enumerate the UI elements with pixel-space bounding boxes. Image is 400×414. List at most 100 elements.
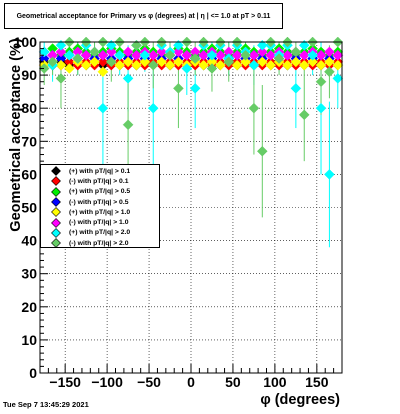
legend-marker-icon	[43, 166, 69, 177]
footer-timestamp: Tue Sep 7 13:45:29 2021	[3, 400, 89, 409]
data-point	[256, 39, 268, 51]
tick-labels: 0 10 20 30 40 50 60 70 80 90 100 −150 −100 −50 0 50 100 1…	[14, 34, 329, 390]
data-point	[114, 49, 126, 61]
data-point	[290, 82, 302, 94]
legend-marker-icon	[43, 238, 69, 249]
data-point	[223, 56, 235, 68]
y-tick-label: 50	[21, 200, 37, 216]
data-point	[265, 49, 277, 61]
data-point	[215, 49, 226, 61]
data-point	[256, 145, 268, 157]
legend-marker-icon	[43, 227, 69, 238]
legend-marker-icon	[43, 176, 69, 187]
data-point	[173, 56, 184, 68]
data-point	[131, 49, 142, 61]
y-tick-label: 40	[21, 233, 37, 249]
data-point	[89, 56, 100, 68]
data-point	[97, 49, 109, 61]
legend-marker-icon	[43, 217, 69, 228]
data-point	[315, 59, 327, 71]
y-tick-label: 70	[21, 133, 37, 149]
legend-entry: (+) with pT/|q| > 0.5	[43, 186, 159, 197]
data-point	[315, 76, 327, 88]
data-point	[139, 49, 151, 61]
data-point	[122, 119, 134, 131]
data-point	[147, 102, 159, 114]
data-point	[198, 49, 209, 61]
data-point	[282, 49, 293, 61]
x-tick-label: −150	[49, 374, 81, 390]
data-point	[164, 59, 176, 71]
legend-entry: (+) with pT/|q| > 2.0	[43, 227, 159, 238]
data-point	[198, 59, 209, 71]
y-tick-label: 0	[29, 365, 37, 381]
data-point	[231, 59, 243, 71]
data-markers	[38, 36, 344, 180]
data-point	[122, 56, 134, 68]
data-point	[156, 56, 167, 68]
chart-title-text: Geometrical acceptance for Primary vs φ …	[16, 12, 271, 20]
data-point	[55, 39, 67, 51]
legend-marker-icon	[43, 207, 69, 218]
legend-entry: (-) with pT/|q| > 0.5	[43, 197, 159, 207]
data-point	[231, 49, 243, 61]
data-point	[64, 49, 75, 61]
data-point	[324, 46, 335, 58]
data-point	[282, 59, 293, 71]
data-point	[97, 66, 109, 78]
data-point	[122, 46, 134, 58]
data-point	[147, 59, 159, 71]
data-point	[72, 53, 84, 64]
data-point	[64, 63, 75, 74]
data-point	[273, 53, 285, 64]
data-point	[122, 73, 134, 84]
data-point	[298, 109, 310, 121]
legend-entry: (+) with pT/|q| > 1.0	[43, 207, 159, 218]
data-point	[164, 49, 176, 61]
data-point	[97, 102, 109, 114]
legend: (+) with pT/|q| > 0.1 (-) with pT/|q| > 0…	[40, 164, 160, 249]
legend-label: (+) with pT/|q| > 0.5	[69, 188, 131, 196]
data-point	[80, 59, 92, 71]
y-tick-label: 60	[21, 166, 37, 182]
data-point	[55, 59, 67, 71]
data-point	[89, 46, 100, 58]
legend-entry: (-) with pT/|q| > 2.0	[43, 238, 159, 249]
data-point	[189, 82, 201, 94]
data-point	[80, 49, 92, 61]
data-point	[173, 39, 184, 51]
data-point	[298, 49, 310, 61]
data-point	[189, 53, 201, 64]
data-point	[47, 56, 58, 68]
data-point	[55, 73, 67, 84]
x-axis-label: φ (degrees)	[260, 392, 340, 408]
data-point	[173, 82, 184, 94]
y-tick-label: 90	[21, 67, 37, 83]
legend-label: (+) with pT/|q| > 0.1	[69, 167, 131, 175]
data-point	[105, 56, 117, 68]
data-point	[215, 59, 226, 71]
data-point	[265, 59, 277, 71]
data-point	[240, 49, 251, 61]
data-point	[173, 46, 184, 58]
data-point	[307, 49, 318, 61]
legend-label: (-) with pT/|q| > 1.0	[69, 219, 129, 227]
x-tick-label: −100	[91, 374, 123, 390]
data-point	[181, 49, 193, 61]
data-point	[114, 59, 126, 71]
data-point	[248, 102, 260, 114]
data-point	[298, 59, 310, 71]
y-tick-label: 10	[21, 332, 37, 348]
x-tick-label: 0	[187, 374, 195, 390]
data-point	[131, 59, 142, 71]
data-point	[131, 39, 142, 51]
legend-label: (-) with pT/|q| > 0.5	[69, 198, 129, 206]
data-point	[315, 49, 327, 61]
x-tick-label: 50	[225, 374, 241, 390]
data-point	[38, 46, 50, 58]
data-point	[332, 73, 344, 84]
legend-label: (+) with pT/|q| > 1.0	[69, 208, 131, 216]
data-point	[156, 46, 167, 58]
legend-entry: (-) with pT/|q| > 1.0	[43, 217, 159, 228]
